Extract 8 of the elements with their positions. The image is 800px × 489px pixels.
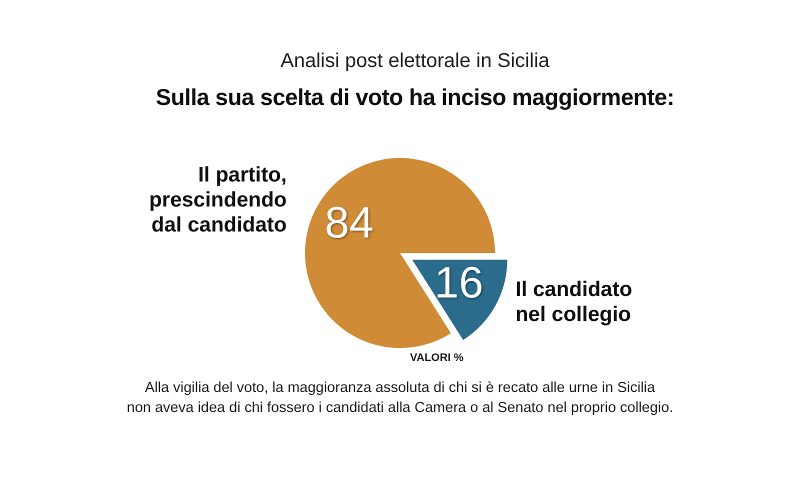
chart-title: Analisi post elettorale in Sicilia — [279, 50, 551, 73]
data-label: 16 — [434, 258, 484, 308]
slice-label: Il partito, prescindendo dal candidato — [148, 162, 287, 238]
text: VALORI % — [410, 352, 464, 364]
data-label: 84 — [324, 198, 374, 248]
chart-subtitle: Sulla sua scelta di voto ha inciso maggiormente: — [154, 84, 676, 111]
text: Alla vigilia del voto, la maggioranza assoluta di chi si è recato alle urne in Sicilia non aveva idea di chi fossero i candidati alla Camera o al Senato nel proprio collegio. — [126, 379, 674, 418]
slice-label: Il candidato nel collegio — [515, 277, 634, 328]
